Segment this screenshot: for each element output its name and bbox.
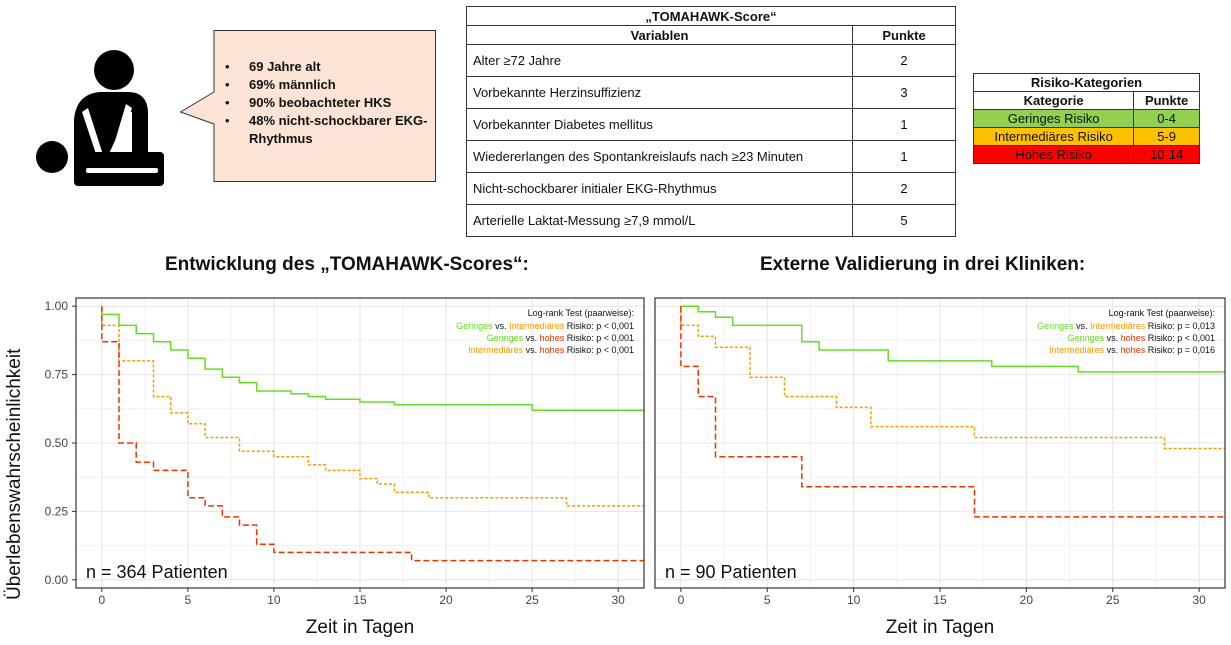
plot-area: 0 5 10 15 20 25 30 0.00 0.25 0.50 0.75 1.00 Zeit in … [45, 297, 645, 638]
y-tick-label: 0.00 [45, 573, 69, 587]
y-tick-label: 1.00 [45, 299, 69, 313]
x-tick-label: 10 [267, 593, 281, 607]
x-tick-label: 20 [439, 593, 453, 607]
legend-text: hohes [540, 333, 567, 343]
legend-text: Intermediäres [1049, 345, 1107, 355]
patient-characteristics-list: • 69 Jahre alt • 69% männlich • 90% beobach… [225, 58, 430, 148]
legend-title: Log-rank Test (paarweise): [1109, 308, 1215, 318]
table-title: Risiko-Kategorien [973, 73, 1200, 92]
column-header-points: Punkte [1133, 91, 1200, 110]
km-curve-low [101, 306, 644, 411]
x-tick-label: 10 [847, 593, 861, 607]
speech-bubble [180, 30, 436, 182]
x-tick-label: 30 [612, 593, 626, 607]
table-row: Alter ≥72 Jahre 2 [466, 44, 956, 77]
legend-text: vs. [526, 345, 540, 355]
legend-text: Geringes [456, 321, 495, 331]
legend-text: hohes [1121, 333, 1148, 343]
x-tick-label: 0 [98, 593, 105, 607]
legend-text: Risiko: p < 0,001 [1148, 333, 1215, 343]
x-tick-label: 5 [185, 593, 192, 607]
y-axis-label: Überlebenswahrscheinlichkeit [4, 348, 25, 600]
legend-text: vs. [1076, 321, 1090, 331]
plot-area: 0 5 10 15 20 25 30 Zeit in Tagen n = 90 Patiente… [654, 297, 1226, 638]
legend-text: vs. [1107, 345, 1121, 355]
legend-text: Risiko: p < 0,001 [567, 321, 634, 331]
table-row: Geringes Risiko 0-4 [972, 109, 1200, 128]
table-row: Arterielle Laktat-Messung ≥7,9 mmol/L 5 [466, 204, 956, 237]
x-tick-label: 30 [1192, 593, 1206, 607]
y-tick-label: 0.25 [45, 504, 69, 518]
legend-text: vs. [1107, 333, 1121, 343]
table-row: Hohes Risiko 10-14 [972, 145, 1200, 164]
legend-text: Intermediäres [509, 321, 567, 331]
legend-text: Risiko: p < 0,001 [567, 345, 634, 355]
tomahawk-score-table: „TOMAHAWK-Score“ Variablen Punkte Alter … [466, 6, 956, 237]
legend-text: vs. [526, 333, 540, 343]
x-tick-label: 5 [764, 593, 771, 607]
list-item: • 90% beobachteter HKS [225, 95, 392, 110]
legend-title: Log-rank Test (paarweise): [528, 308, 634, 318]
list-item: • 48% nicht-schockbarer EKG-Rhythmus [225, 113, 428, 146]
table-row: Nicht-schockbarer initialer EKG-Rhythmus… [466, 172, 956, 205]
km-curve-mid [680, 306, 1225, 450]
legend-text: Geringes [1068, 333, 1107, 343]
legend-text: Intermediäres [468, 345, 526, 355]
legend-text: Intermediäres [1090, 321, 1148, 331]
chart-title-validation: Externe Validierung in drei Kliniken: [760, 254, 1086, 275]
legend-text: Geringes [1037, 321, 1076, 331]
legend-text: Geringes [487, 333, 526, 343]
km-curve-high [101, 306, 644, 562]
x-tick-label: 20 [1020, 593, 1034, 607]
table-row: Vorbekannter Diabetes mellitus 1 [466, 108, 956, 141]
legend-text: Risiko: p = 0,013 [1148, 321, 1215, 331]
km-curve-mid [101, 306, 644, 507]
list-item: • 69 Jahre alt [225, 59, 321, 74]
x-tick-label: 15 [933, 593, 947, 607]
x-axis-label: Zeit in Tagen [306, 617, 414, 638]
legend-text: hohes [540, 345, 567, 355]
legend-line: Intermediäres vs. hohes Risiko: p = 0,01… [1049, 345, 1215, 355]
legend-line: Geringes vs. hohes Risiko: p < 0,001 [487, 333, 634, 343]
table-row: Intermediäres Risiko 5-9 [972, 127, 1200, 146]
legend-text: vs. [495, 321, 509, 331]
sample-size-label: n = 364 Patienten [86, 562, 228, 582]
column-header-points: Punkte [852, 25, 956, 45]
x-tick-label: 25 [1106, 593, 1120, 607]
legend-line: Intermediäres vs. hohes Risiko: p < 0,00… [468, 345, 634, 355]
y-tick-label: 0.50 [45, 436, 69, 450]
legend-text: Risiko: p = 0,016 [1148, 345, 1215, 355]
x-tick-label: 15 [353, 593, 367, 607]
x-axis-label: Zeit in Tagen [886, 617, 994, 638]
legend-line: Geringes vs. Intermediäres Risiko: p = 0… [1037, 321, 1215, 331]
risk-category-table: Risiko-Kategorien Kategorie Punkte Gerin… [972, 73, 1200, 164]
km-chart-validation: 0 5 10 15 20 25 30 Zeit in Tagen n = 90 Patiente… [654, 297, 1226, 638]
list-item: • 69% männlich [225, 77, 336, 92]
km-curve-low [680, 305, 1225, 373]
column-header-category: Kategorie [972, 91, 1135, 110]
table-row: Wiedererlangen des Spontankreislaufs nac… [466, 140, 956, 173]
column-header-variable: Variablen [466, 25, 853, 45]
legend-line: Geringes vs. hohes Risiko: p < 0,001 [1068, 333, 1215, 343]
y-tick-label: 0.75 [45, 368, 69, 382]
x-tick-label: 0 [678, 593, 685, 607]
x-tick-label: 25 [525, 593, 539, 607]
legend-line: Geringes vs. Intermediäres Risiko: p < 0… [456, 321, 634, 331]
cpr-person-icon [36, 50, 164, 186]
chart-title-development: Entwicklung des „TOMAHAWK-Scores“: [165, 254, 529, 275]
legend-text: Risiko: p < 0,001 [567, 333, 634, 343]
km-curve-high [680, 306, 1225, 518]
sample-size-label: n = 90 Patienten [665, 562, 797, 582]
table-title: „TOMAHAWK-Score“ [466, 6, 956, 26]
km-chart-development: 0 5 10 15 20 25 30 0.00 0.25 0.50 0.75 1.00 Zeit in … [45, 297, 645, 638]
legend-text: hohes [1121, 345, 1148, 355]
table-row: Vorbekannte Herzinsuffizienz 3 [466, 76, 956, 109]
